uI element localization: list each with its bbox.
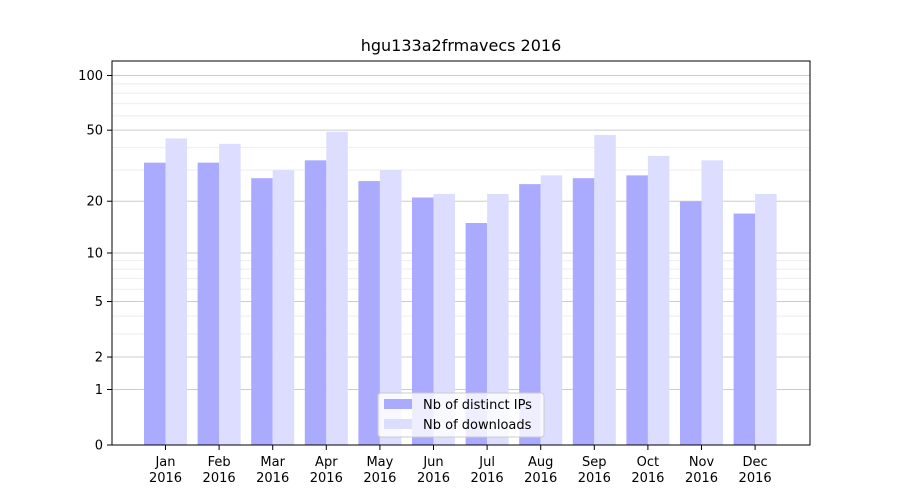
legend: Nb of distinct IPs Nb of downloads (377, 392, 545, 438)
x-tick-label: Dec 2016 (739, 455, 772, 486)
y-tick-label: 5 (95, 295, 103, 310)
bar-distinct-ips (144, 162, 166, 445)
bar-downloads (326, 131, 348, 445)
bar-downloads (594, 135, 616, 445)
bar-distinct-ips (251, 178, 273, 446)
chart-title: hgu133a2frmavecs 2016 (361, 36, 562, 55)
y-tick-label: 100 (78, 69, 103, 84)
bar-downloads (540, 175, 563, 445)
bar-downloads (755, 193, 777, 445)
bar-downloads (433, 193, 455, 445)
legend-label: Nb of distinct IPs (423, 398, 532, 413)
x-tick-label: Feb 2016 (203, 455, 236, 486)
x-axis: Jan 2016 Feb 2016 Mar 2016 Apr 2016 May 2016 Jun 20… (149, 445, 772, 486)
bar-distinct-ips (733, 213, 756, 445)
x-tick-label: Aug 2016 (524, 455, 557, 486)
x-tick-label: May 2016 (363, 455, 396, 486)
bar-distinct-ips (626, 175, 648, 445)
x-tick-label: Jun 2016 (417, 455, 450, 486)
y-tick-label: 2 (95, 351, 103, 366)
bar-downloads (487, 193, 509, 445)
bar-distinct-ips (412, 197, 434, 445)
x-tick-label: Jan 2016 (149, 455, 182, 486)
legend-box (377, 392, 545, 438)
legend-label: Nb of downloads (423, 418, 532, 433)
bar-distinct-ips (519, 184, 541, 446)
y-tick-label: 50 (86, 124, 103, 139)
y-tick-label: 10 (86, 247, 103, 262)
bar-distinct-ips (358, 181, 380, 445)
x-tick-label: Sep 2016 (578, 455, 611, 486)
bar-downloads (219, 143, 241, 445)
x-tick-label: Jul 2016 (471, 455, 504, 486)
bar-downloads (379, 170, 402, 445)
x-tick-label: Nov 2016 (685, 455, 718, 486)
bar-distinct-ips (680, 201, 702, 445)
bar-downloads (647, 155, 670, 445)
legend-swatch (384, 399, 412, 409)
bar-distinct-ips (572, 178, 595, 446)
x-tick-label: Oct 2016 (631, 455, 664, 486)
y-tick-label: 20 (86, 195, 103, 210)
legend-swatch (384, 419, 412, 429)
bar-distinct-ips (465, 222, 488, 445)
y-axis: 0 1 2 5 10 20 50 100 (78, 69, 112, 454)
bar-downloads (165, 138, 187, 445)
x-tick-label: Apr 2016 (310, 455, 343, 486)
y-tick-label: 0 (95, 439, 103, 454)
bar-downloads (701, 160, 723, 445)
bar-distinct-ips (304, 160, 327, 445)
bar-distinct-ips (197, 162, 220, 445)
bars (144, 131, 777, 446)
x-tick-label: Mar 2016 (256, 455, 289, 486)
y-tick-label: 1 (95, 383, 103, 398)
bar-downloads (272, 170, 295, 445)
